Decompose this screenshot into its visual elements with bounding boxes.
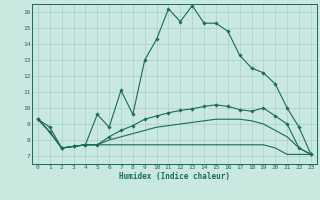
- X-axis label: Humidex (Indice chaleur): Humidex (Indice chaleur): [119, 172, 230, 181]
